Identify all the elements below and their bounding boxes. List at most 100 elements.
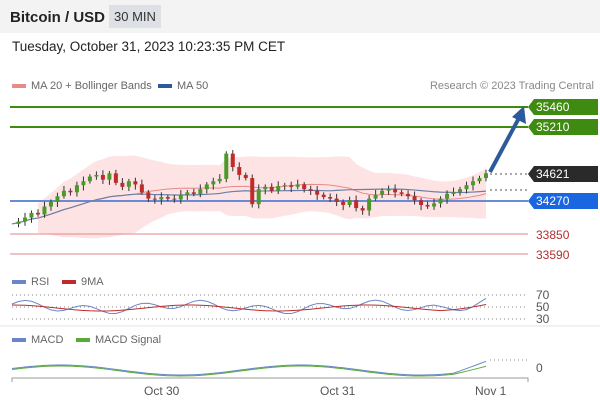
candle-body: [35, 212, 40, 215]
candle-body: [165, 197, 170, 199]
candle-body: [81, 181, 86, 186]
rsi-swatch-icon: [12, 280, 26, 284]
candle-body: [367, 198, 372, 211]
candle-body: [269, 186, 274, 191]
candle-body: [55, 196, 60, 202]
support-label-2: 33590: [536, 248, 570, 262]
candle-body: [380, 190, 385, 195]
candle-body: [29, 212, 34, 218]
candle-body: [152, 198, 157, 200]
resistance-tag-1: 35460: [528, 99, 598, 115]
candle-body: [204, 184, 209, 190]
candle-body: [94, 174, 99, 177]
signal-swatch-icon: [76, 338, 90, 342]
timeframe-button[interactable]: 30 MIN: [109, 5, 161, 28]
9ma-swatch-icon: [62, 280, 76, 284]
candle-body: [295, 184, 300, 187]
candle-body: [107, 173, 112, 180]
legend-macd: MACD: [12, 334, 63, 346]
candle-body: [120, 182, 125, 187]
legend-signal-label: MACD Signal: [95, 334, 162, 346]
candle-body: [373, 194, 378, 199]
candle-body: [243, 174, 248, 179]
candle-body: [16, 221, 21, 224]
credit: Research © 2023 Trading Central: [429, 80, 594, 92]
support-label-1: 33850: [536, 228, 570, 242]
resistance-tag-2: 35210: [528, 119, 598, 135]
rsi-9ma-line: [11, 304, 487, 312]
candle-body: [74, 185, 79, 193]
rsi-30-label: 30: [536, 312, 550, 326]
candle-body: [191, 192, 196, 194]
candle-body: [360, 208, 365, 211]
candle-body: [133, 181, 138, 185]
candle-body: [198, 189, 203, 194]
legend-rsi-label: RSI: [31, 276, 50, 288]
x-tick-nov1: Nov 1: [475, 384, 507, 398]
legend-ma20-label: MA 20 + Bollinger Bands: [31, 80, 152, 92]
candle-body: [61, 190, 66, 197]
candle-body: [68, 190, 73, 193]
candle-body: [341, 201, 346, 205]
header-bar: [0, 0, 600, 33]
candle-body: [458, 189, 463, 193]
candle-body: [48, 201, 53, 207]
candle-body: [308, 189, 313, 191]
macd-line: [11, 360, 487, 376]
candle-body: [42, 206, 47, 215]
candle-body: [432, 203, 437, 207]
candle-body: [315, 190, 320, 195]
legend-macd-signal: MACD Signal: [76, 334, 161, 346]
rsi-70-label: 70: [536, 288, 550, 302]
candle-body: [321, 194, 326, 198]
candle-body: [22, 217, 27, 222]
candle-body: [185, 192, 190, 195]
candle-body: [230, 153, 235, 168]
candle-body: [464, 185, 469, 190]
target-arrow: [488, 117, 521, 173]
x-axis: [11, 377, 529, 382]
candle-body: [419, 200, 424, 205]
candle-body: [217, 178, 222, 182]
legend-macd-label: MACD: [31, 334, 64, 346]
ma50-line: [11, 188, 487, 225]
target-arrowhead-icon: [512, 106, 526, 124]
candle-body: [386, 189, 391, 191]
last-price-tag: 34621: [528, 166, 598, 182]
candle-body: [334, 198, 339, 202]
candle-body: [250, 178, 255, 205]
candle-body: [471, 181, 476, 186]
x-tick-oct31: Oct 31: [320, 384, 356, 398]
candle-body: [256, 189, 261, 205]
pivot-tag: 34270: [528, 193, 598, 209]
candle-body: [438, 198, 443, 204]
candle-body: [484, 173, 488, 179]
candle-body: [425, 204, 430, 207]
candle-body: [412, 196, 417, 201]
candle-body: [100, 174, 105, 180]
candle-body: [399, 192, 404, 194]
timestamp: Tuesday, October 31, 2023 10:23:35 PM CE…: [12, 39, 286, 54]
legend-9ma-label: 9MA: [81, 276, 104, 288]
candle-body: [224, 153, 229, 179]
legend-9ma: 9MA: [62, 276, 104, 288]
rsi-line: [11, 298, 487, 315]
candle-body: [139, 184, 144, 193]
macd-swatch-icon: [12, 338, 26, 342]
legend-ma50-label: MA 50: [177, 80, 209, 92]
macd-zero-label: 0: [536, 361, 543, 375]
candle-body: [302, 184, 307, 190]
candle-body: [211, 181, 216, 185]
candle-body: [126, 181, 131, 187]
instrument-title: Bitcoin / USD: [10, 9, 106, 26]
candle-body: [393, 189, 398, 193]
rsi-50-label: 50: [536, 300, 550, 314]
candle-body: [347, 200, 352, 205]
candle-body: [178, 194, 183, 200]
candle-body: [113, 173, 118, 183]
candle-body: [87, 176, 92, 182]
candle-body: [445, 193, 450, 199]
candle-body: [289, 185, 294, 187]
ma50-swatch-icon: [158, 84, 172, 88]
